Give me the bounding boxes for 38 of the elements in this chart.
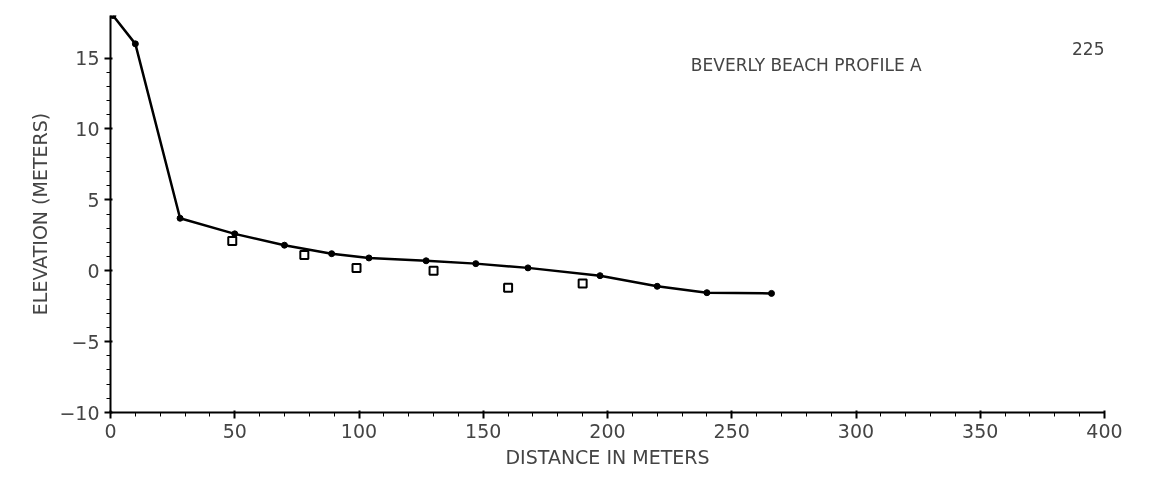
point xyxy=(227,235,238,246)
x-tick-label: 0 xyxy=(104,419,117,442)
y-tick-label: −10 xyxy=(59,401,100,424)
point xyxy=(472,260,480,268)
x-tick-label: 350 xyxy=(962,419,999,442)
point xyxy=(231,230,239,238)
point xyxy=(596,272,604,280)
x-tick-label: 250 xyxy=(713,419,750,442)
point xyxy=(351,262,362,273)
x-tick-label: 200 xyxy=(589,419,626,442)
x-tick-label: 50 xyxy=(222,419,247,442)
point xyxy=(428,265,439,276)
x-tick-label: 300 xyxy=(837,419,875,442)
y-tick-label: 0 xyxy=(87,259,100,282)
point xyxy=(768,289,776,297)
point xyxy=(299,250,310,261)
point xyxy=(131,40,139,48)
x-tick-label: 100 xyxy=(340,419,378,442)
x-tick-label: 150 xyxy=(465,419,502,442)
point xyxy=(280,241,288,249)
point xyxy=(503,282,514,293)
point xyxy=(524,264,532,272)
text: BEVERLY BEACH PROFILE A xyxy=(690,55,923,76)
x-tick-label: 400 xyxy=(1086,419,1123,442)
y-tick-label: 5 xyxy=(87,188,100,211)
point xyxy=(422,257,430,265)
y-tick-label: 15 xyxy=(75,47,100,70)
point xyxy=(653,282,661,290)
x-axis-title: DISTANCE IN METERS xyxy=(505,445,710,468)
point xyxy=(703,289,711,297)
point xyxy=(577,278,588,289)
point xyxy=(365,254,373,262)
annotation: 225 xyxy=(1072,39,1105,60)
y-tick-label: 10 xyxy=(75,117,100,140)
point xyxy=(176,214,184,222)
y-tick-label: −5 xyxy=(71,330,100,353)
point xyxy=(328,250,336,258)
y-axis-title: ELEVATION (METERS) xyxy=(29,112,52,316)
